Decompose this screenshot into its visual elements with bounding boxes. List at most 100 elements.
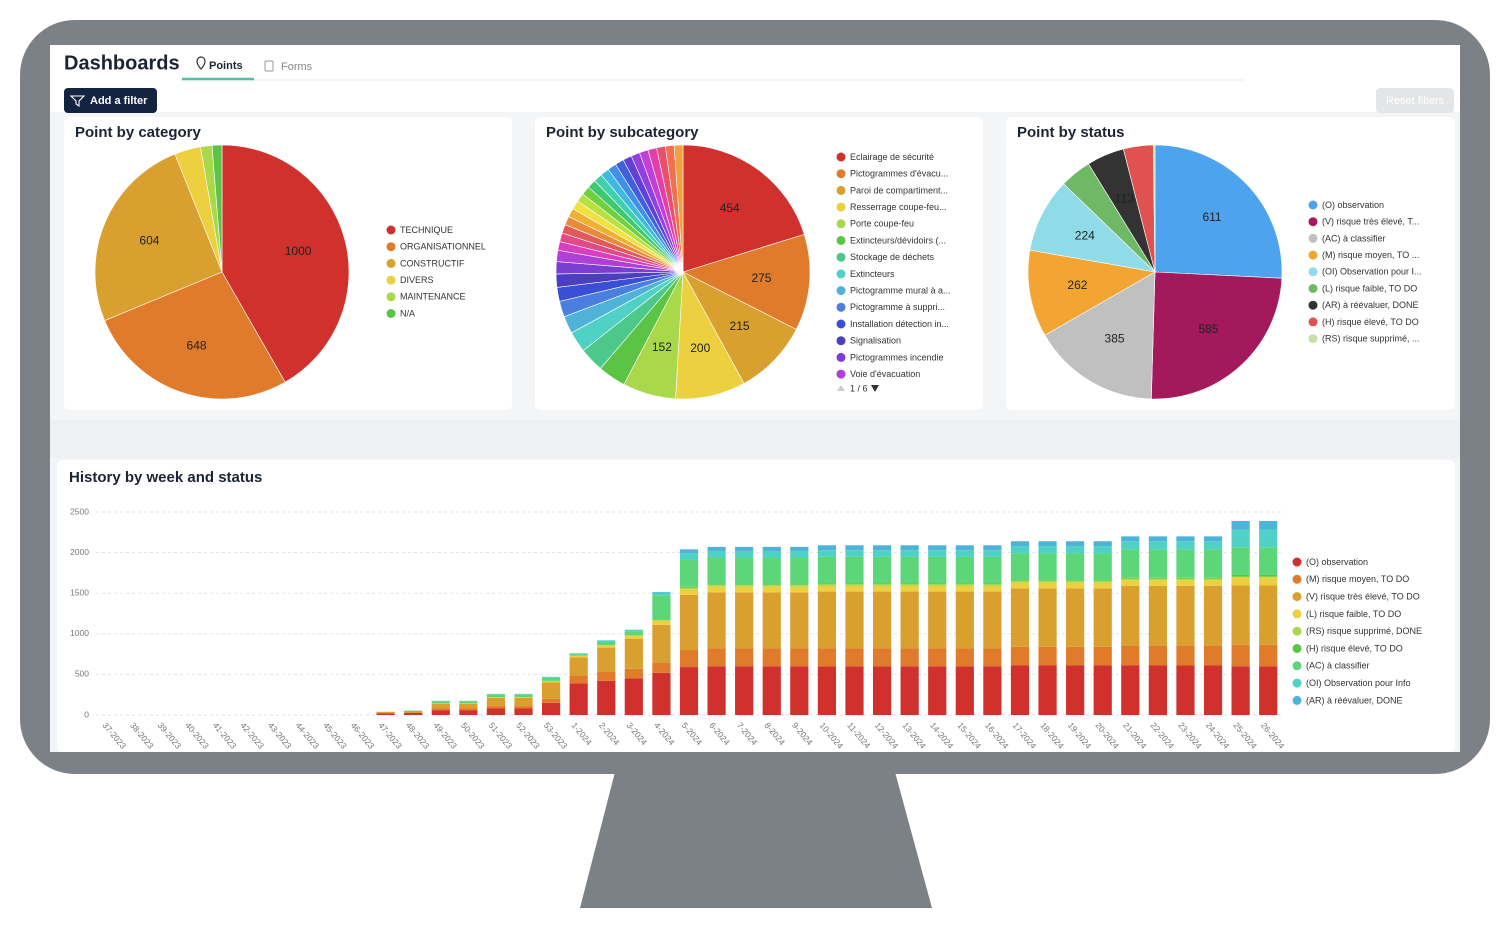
tab-icon <box>196 56 206 70</box>
y-tick-label: 500 <box>75 669 89 679</box>
legend-label: (H) risque élevé, TO DO <box>1322 317 1419 327</box>
bar-segment <box>928 648 947 667</box>
legend-label: (OI) Observation pour I... <box>1322 267 1422 277</box>
legend-label: N/A <box>400 308 415 318</box>
bar-segment <box>955 545 974 551</box>
legend-marker <box>1292 678 1302 688</box>
bar-segment <box>431 701 450 704</box>
bar-segment <box>431 703 450 709</box>
bar-segment <box>376 711 395 713</box>
bar-segment <box>1259 576 1278 578</box>
legend-label: (AC) à classifier <box>1322 233 1386 243</box>
card-title: Point by category <box>75 124 202 141</box>
bar-segment <box>624 638 643 669</box>
legend-label: Resserrage coupe-feu... <box>850 202 947 212</box>
bar-segment <box>1231 577 1250 586</box>
bar-segment <box>569 654 588 656</box>
bar-segment <box>790 585 809 587</box>
button-background <box>64 88 157 113</box>
bar-segment <box>928 583 947 585</box>
legend-label: TECHNIQUE <box>400 225 453 235</box>
bar-segment <box>872 584 892 586</box>
bar-segment <box>1121 578 1140 581</box>
legend-label: Eclairage de sécurité <box>850 152 934 162</box>
tab[interactable]: Forms <box>264 60 313 73</box>
bar-segment <box>679 594 699 651</box>
bar-segment <box>817 666 837 715</box>
pie-slice <box>221 144 350 383</box>
bar-segment <box>1010 581 1030 583</box>
bar-segment <box>817 585 837 592</box>
legend-label: Porte coupe-feu <box>850 219 914 229</box>
tab[interactable]: Points <box>182 56 254 81</box>
bar-segment <box>1010 580 1030 582</box>
bar-segment <box>928 591 947 649</box>
bar-segment <box>735 584 754 586</box>
bar-segment <box>983 648 1002 667</box>
bar-segment <box>569 683 588 715</box>
bar-segment <box>845 591 864 649</box>
bar-segment <box>679 559 699 587</box>
legend-marker <box>1292 592 1302 602</box>
pager-next[interactable] <box>871 385 879 392</box>
legend-marker <box>1308 300 1318 310</box>
slice-label: 215 <box>730 319 750 333</box>
bar-segment <box>1203 580 1223 586</box>
bar-segment <box>1176 645 1195 666</box>
bar-segment <box>845 585 864 592</box>
page-title: Dashboards <box>64 52 180 74</box>
bar-segment <box>928 666 947 715</box>
bar-segment <box>762 592 781 649</box>
bar-segment <box>955 648 974 667</box>
legend-marker <box>386 309 396 318</box>
tab-label: Forms <box>281 61 313 73</box>
bar-segment <box>486 697 506 698</box>
pie-slice <box>682 144 805 273</box>
pie-slice <box>1150 271 1283 400</box>
slice-label: 262 <box>1067 278 1087 292</box>
slice-label: 152 <box>652 340 672 354</box>
bar-segment <box>817 550 837 557</box>
bar-segment <box>1121 585 1140 646</box>
add-filter-button[interactable]: Add a filter <box>64 88 157 113</box>
bar-segment <box>1231 585 1250 645</box>
bar-segment <box>1010 541 1030 547</box>
bar-segment <box>845 583 864 585</box>
legend-label: (RS) risque supprimé, DONE <box>1306 626 1422 636</box>
bar-segment <box>1176 536 1195 542</box>
bar-segment <box>652 663 671 673</box>
legend-marker <box>836 236 846 245</box>
bar-segment <box>569 675 588 684</box>
bar-segment <box>569 655 588 658</box>
bar-segment <box>1148 580 1167 586</box>
bar-segment <box>1066 582 1085 589</box>
pager-prev[interactable] <box>837 385 845 391</box>
reset-filters-button[interactable]: Reset filters <box>1376 88 1454 113</box>
legend-marker <box>836 269 846 279</box>
legend-marker <box>836 169 846 179</box>
legend-pager[interactable]: 1 / 6 <box>837 383 879 393</box>
bar-segment <box>1038 546 1057 554</box>
bar-segment <box>1093 546 1112 554</box>
bar-segment <box>845 648 864 667</box>
bar-segment <box>1176 577 1195 579</box>
bar-segment <box>569 653 588 655</box>
bar-segment <box>872 585 892 592</box>
bar-segment <box>652 591 671 593</box>
bar-segment <box>1231 644 1250 667</box>
bar-segment <box>955 583 974 585</box>
legend-label: (RS) risque supprimé, ... <box>1322 333 1420 343</box>
bar-segment <box>1176 549 1195 578</box>
bar-segment <box>1259 644 1278 667</box>
bar-segment <box>541 677 561 681</box>
bar-segment <box>707 586 726 593</box>
legend-marker <box>1308 233 1318 243</box>
bar-segment <box>1176 541 1195 550</box>
card-title: History by week and status <box>69 469 262 486</box>
y-tick-label: 2000 <box>70 547 89 557</box>
bar-segment <box>900 550 919 557</box>
bar-segment <box>1203 536 1223 542</box>
bar-segment <box>1038 588 1057 647</box>
bar-segment <box>1066 580 1085 582</box>
bar-segment <box>762 648 781 667</box>
